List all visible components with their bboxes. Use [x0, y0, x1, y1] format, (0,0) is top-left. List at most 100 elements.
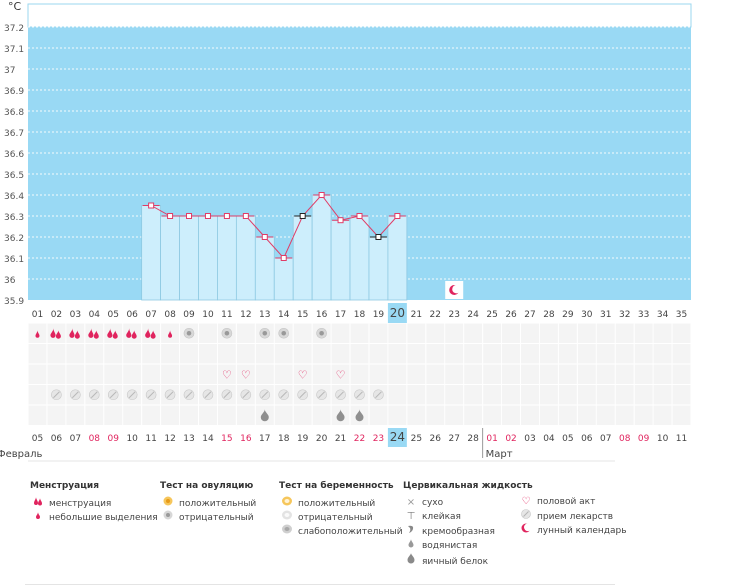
symptom-cell [66, 406, 84, 426]
cycle-day-label: 15 [297, 310, 308, 320]
temp-point [243, 214, 248, 219]
legend-item-pregnancy-negative: отрицательный [279, 510, 403, 524]
eggwhite-drop-icon [403, 552, 419, 569]
legend-item-pregnancy-weak: слабоположительный [279, 524, 403, 538]
drop-light-icon [30, 510, 46, 525]
symptom-cell [635, 406, 653, 426]
calendar-date-label: 19 [297, 434, 309, 444]
legend-menstruation-title: Менструация [30, 481, 158, 491]
cycle-day-label: 23 [448, 310, 459, 320]
symptom-cell [180, 406, 198, 426]
cycle-day-label: 16 [316, 310, 328, 320]
symptom-cell [104, 344, 122, 364]
ovulation-negative-core [319, 331, 324, 336]
y-tick-label: 36.9 [4, 87, 24, 97]
cycle-day-label: 29 [562, 310, 574, 320]
symptom-cell [351, 365, 369, 385]
symptom-cell [47, 324, 65, 344]
temp-point [187, 214, 192, 219]
temp-point [205, 214, 210, 219]
legend-label: кремообразная [422, 527, 495, 537]
symptom-cell [85, 344, 103, 364]
symptom-cell [237, 344, 255, 364]
symptom-cell [559, 385, 577, 405]
symptom-cell [521, 324, 539, 344]
calendar-date-label: 02 [505, 434, 516, 444]
calendar-date-label: 09 [108, 434, 120, 444]
symptom-cell [47, 344, 65, 364]
cycle-day-label: 05 [108, 310, 119, 320]
symptom-cell [407, 406, 425, 426]
legend-item-pregnancy-positive: положительный [279, 496, 403, 510]
calendar-date-label: 22 [354, 434, 365, 444]
symptom-cell [180, 365, 198, 385]
cycle-day-label: 18 [354, 310, 366, 320]
symptom-cell [654, 324, 672, 344]
symptom-cell [104, 365, 122, 385]
symptom-cell [540, 324, 558, 344]
temp-point [338, 218, 343, 223]
symptom-cell [29, 365, 47, 385]
symptom-cell [104, 406, 122, 426]
y-tick-label: 36.6 [4, 150, 24, 160]
calendar-date-label: 24 [390, 430, 405, 444]
symptom-cell [29, 406, 47, 426]
temp-column [217, 216, 236, 300]
temp-point [168, 214, 173, 219]
cycle-day-label: 17 [335, 310, 346, 320]
symptom-cell [47, 365, 65, 385]
legend-ovulation-title: Тест на овуляцию [160, 481, 256, 491]
cycle-day-label: 32 [619, 310, 630, 320]
symptom-cell [464, 385, 482, 405]
calendar-date-label: 10 [126, 434, 138, 444]
legend-item-dry: × сухо [403, 496, 533, 510]
legend-item-menstruation: менструация [30, 496, 158, 510]
symptom-cell [85, 324, 103, 344]
temp-column [180, 216, 199, 300]
moon-icon [518, 523, 534, 538]
month-label: Март [486, 449, 513, 460]
cycle-day-label: 01 [32, 310, 43, 320]
symptom-cell [502, 385, 520, 405]
symptom-cell [578, 385, 596, 405]
calendar-date-label: 15 [221, 434, 232, 444]
symptom-cell [426, 385, 444, 405]
symptom-cell [464, 344, 482, 364]
symptom-cell [426, 344, 444, 364]
calendar-date-label: 12 [164, 434, 175, 444]
symptom-cell [597, 365, 615, 385]
calendar-date-label: 06 [581, 434, 593, 444]
symptom-cell [597, 324, 615, 344]
legend-item-medication: прием лекарств [518, 509, 627, 523]
symptom-cell [521, 365, 539, 385]
y-tick-label: 37.2 [4, 24, 24, 34]
cycle-day-label: 21 [411, 310, 422, 320]
cycle-day-label: 35 [676, 310, 687, 320]
legend-label: лунный календарь [537, 526, 627, 536]
ovulation-negative-icon [160, 510, 176, 525]
y-tick-label: 36.1 [4, 255, 24, 265]
symptom-cell [616, 365, 634, 385]
symptom-cell [313, 365, 331, 385]
temp-column [312, 195, 331, 300]
y-tick-label: 36.2 [4, 234, 24, 244]
symptom-cell [616, 324, 634, 344]
legend-item-watery: водянистая [403, 538, 533, 552]
ovulation-positive-icon [160, 496, 176, 511]
symptom-cell [218, 344, 236, 364]
temp-column [369, 237, 388, 300]
symptom-cell [29, 344, 47, 364]
legend-other: ♡ половой акт прием лекарств лунный кален… [518, 495, 627, 537]
symptom-cell [29, 385, 47, 405]
symptom-cell [502, 406, 520, 426]
symptom-cell [540, 406, 558, 426]
symptom-cell [445, 324, 463, 344]
symptom-cell [351, 344, 369, 364]
symptom-cell [388, 406, 406, 426]
legend-item-lunar: лунный календарь [518, 523, 627, 537]
calendar-date-label: 09 [638, 434, 650, 444]
symptom-cell [256, 344, 274, 364]
temp-point [149, 203, 154, 208]
symptom-cell [369, 344, 387, 364]
intercourse-heart: ♡ [222, 368, 232, 381]
